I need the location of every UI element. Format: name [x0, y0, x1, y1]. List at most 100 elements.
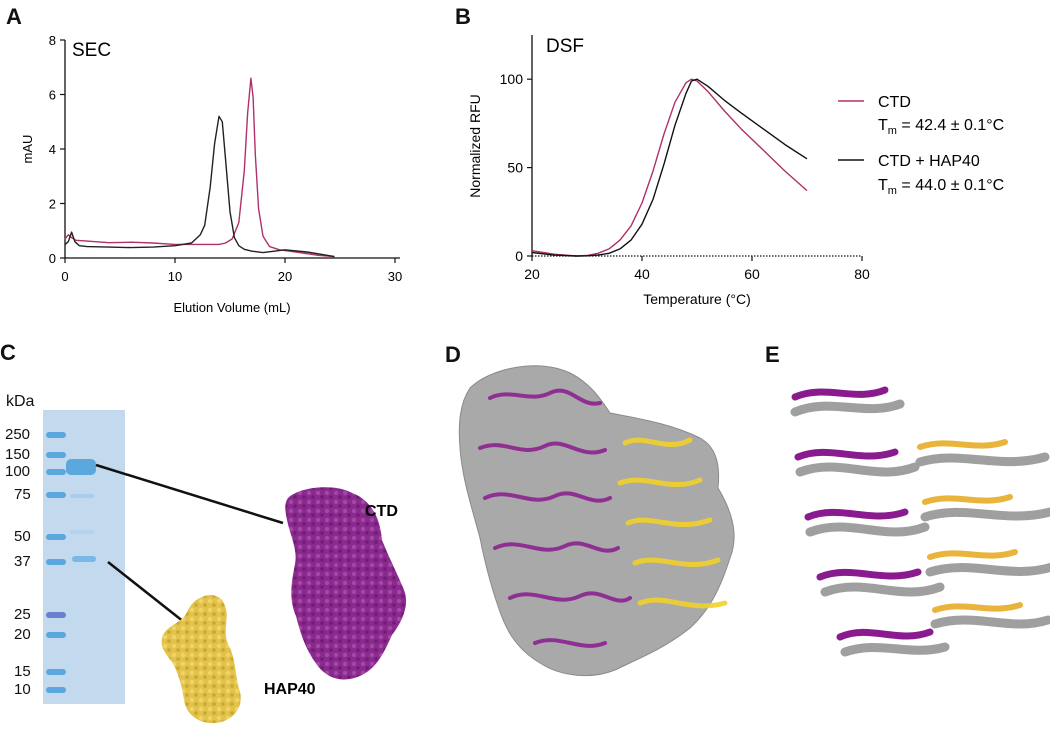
dsf-x-ticks: 20 40 60 80 — [524, 256, 870, 282]
hap40-sup-helix-1 — [917, 439, 1008, 450]
dsf-series — [531, 78, 808, 257]
gel-sample-lane — [66, 459, 96, 562]
gel-band-hap40 — [72, 556, 96, 562]
hap40-ribbon — [617, 437, 728, 609]
ctd-helix-2 — [478, 441, 607, 455]
sec-x-tick-label: 20 — [278, 269, 292, 284]
gel-marker-band — [46, 612, 66, 618]
ctd-helix-4 — [493, 541, 620, 553]
dsf-y-ticks: 0 50 100 — [500, 71, 532, 264]
sec-xlabel: Elution Volume (mL) — [173, 300, 290, 315]
legend-tm-ctd-t: T — [878, 117, 888, 134]
dsf-x-tick-label: 20 — [524, 266, 540, 282]
gel-band-faint-1 — [70, 494, 94, 498]
ctd-helix-6 — [533, 638, 607, 648]
sec-y-tick-label: 4 — [49, 142, 56, 157]
hap40-sup-helix-4 — [932, 602, 1023, 613]
hap40-sup-helix-3 — [927, 549, 1018, 560]
gel-marker-band — [46, 432, 66, 438]
hap40-helix-3 — [625, 517, 713, 527]
hap40-helix-4 — [632, 557, 721, 567]
ctd-helix-3 — [483, 491, 612, 503]
ctd-sup-helix-1 — [791, 386, 889, 401]
ref-helix-3 — [805, 522, 930, 537]
gel-marker-band — [46, 687, 66, 693]
legend-label-ctd-hap40: CTD + HAP40 — [878, 153, 980, 170]
panel-letter-a: A — [6, 4, 22, 29]
legend-tm-hap40-value: = 44.0 ± 0.1°C — [897, 177, 1004, 194]
ctd-surface-label: CTD — [365, 503, 398, 520]
sec-y-tick-label: 8 — [49, 33, 56, 48]
gel-marker-label: 50 — [14, 528, 31, 545]
panel-letter-d: D — [445, 342, 461, 367]
dsf-legend: CTD Tm = 42.4 ± 0.1°C CTD + HAP40 Tm = 4… — [838, 94, 1004, 197]
sec-ylabel: mAU — [20, 135, 35, 164]
ref-helix-6 — [915, 452, 1050, 467]
gel-marker-band — [46, 452, 66, 458]
legend-tm-ctd-sub: m — [888, 125, 897, 137]
ref-helix-8 — [925, 562, 1050, 577]
legend-tm-ctd: Tm = 42.4 ± 0.1°C — [878, 117, 1004, 137]
dsf-y-tick-label: 50 — [507, 160, 523, 176]
gel-marker-label: 37 — [14, 553, 31, 570]
dsf-x-tick-label: 40 — [634, 266, 650, 282]
gel-marker-label: 25 — [14, 606, 31, 623]
panel-letter-b: B — [455, 4, 471, 29]
hap40-helix-5 — [637, 597, 728, 609]
dsf-series-line-0 — [531, 78, 808, 257]
legend-tm-hap40-sub: m — [888, 185, 897, 197]
reference-ribbon — [790, 399, 1050, 657]
dsf-ylabel: Normalized RFU — [467, 94, 483, 197]
dsf-x-tick-label: 60 — [744, 266, 760, 282]
sec-x-tick-label: 0 — [61, 269, 68, 284]
ctd-helix-5 — [508, 591, 632, 603]
ctd-helix-1 — [488, 388, 602, 406]
gel-marker-label: 250 — [5, 426, 31, 443]
density-map — [458, 365, 735, 677]
gel-marker-band — [46, 669, 66, 675]
ctd-sup-helix-2 — [794, 448, 899, 461]
gel-marker-band — [46, 469, 66, 475]
sec-y-tick-label: 0 — [49, 251, 56, 266]
ref-helix-5 — [840, 642, 950, 657]
dsf-chart: 0 50 100 20 40 60 80 DSF Temperature (°C) Nor… — [467, 35, 1004, 307]
legend-tm-ctd-value: = 42.4 ± 0.1°C — [897, 117, 1004, 134]
gel-marker-band — [46, 492, 66, 498]
sec-series-line-1 — [64, 115, 335, 258]
ref-helix-7 — [920, 507, 1050, 522]
sec-y-ticks: 0 2 4 6 8 — [49, 33, 65, 266]
sec-x-tick-label: 30 — [388, 269, 402, 284]
ref-helix-2 — [795, 462, 920, 477]
cryoem-density-model — [458, 365, 735, 677]
ctd-sup-helix-5 — [836, 628, 934, 641]
gel-marker-label: 150 — [5, 446, 31, 463]
dsf-xlabel: Temperature (°C) — [643, 291, 751, 307]
gel-marker-band — [46, 534, 66, 540]
gel-marker-label: 20 — [14, 626, 31, 643]
sds-page-gel: CTD HAP40 — [43, 410, 407, 724]
pointer-line-ctd — [95, 463, 284, 525]
sec-y-tick-label: 2 — [49, 197, 56, 212]
ctd-superposed-ribbon — [791, 386, 934, 641]
dsf-x-tick-label: 80 — [854, 266, 870, 282]
ref-helix-1 — [790, 399, 905, 417]
ctd-sup-helix-3 — [804, 508, 909, 521]
gel-marker-label: 10 — [14, 681, 31, 698]
legend-label-ctd: CTD — [878, 94, 911, 111]
ctd-ribbon — [478, 388, 632, 648]
gel-marker-label: 100 — [5, 463, 31, 480]
legend-tm-hap40-t: T — [878, 177, 888, 194]
panel-letter-e: E — [765, 342, 780, 367]
sec-series — [64, 77, 335, 258]
sec-series-line-0 — [64, 77, 335, 258]
gel-marker-label: 75 — [14, 486, 31, 503]
pointer-line-hap40 — [107, 561, 185, 623]
gel-marker-bands — [46, 432, 66, 693]
hap40-helix-1 — [622, 437, 693, 447]
dsf-title: DSF — [546, 36, 584, 57]
gel-marker-band — [46, 559, 66, 565]
model-superposition — [790, 386, 1050, 657]
gel-marker-band — [46, 632, 66, 638]
gel-unit-label: kDa — [6, 393, 35, 410]
legend-tm-ctd-hap40: Tm = 44.0 ± 0.1°C — [878, 177, 1004, 197]
